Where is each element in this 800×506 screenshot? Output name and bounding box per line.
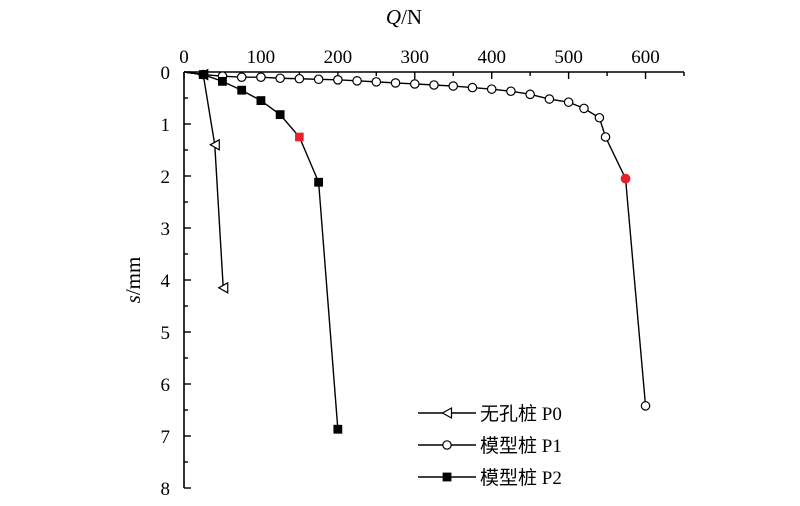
data-point <box>218 76 227 86</box>
data-point <box>217 281 229 294</box>
data-point <box>409 79 420 89</box>
data-point <box>448 81 459 91</box>
x-axis-title: Q/N <box>386 5 422 29</box>
legend-item-2: 模型桩 P2 <box>418 467 562 489</box>
data-point <box>467 82 478 93</box>
series-layer <box>183 68 651 434</box>
y-tick-label: 4 <box>161 271 171 292</box>
data-point <box>429 80 439 90</box>
data-point <box>256 96 266 105</box>
y-tick-label: 1 <box>161 115 171 136</box>
data-point <box>506 86 516 97</box>
series-0 <box>183 68 229 294</box>
series-line <box>183 71 224 288</box>
data-point <box>237 85 247 95</box>
legend-item-0: 无孔桩 P0 <box>418 403 562 425</box>
legend-marker <box>441 406 453 420</box>
series-2 <box>183 70 343 434</box>
series-line <box>183 71 339 430</box>
data-point <box>333 424 343 434</box>
data-point <box>275 110 285 120</box>
legend-label: 模型桩 P1 <box>480 435 562 457</box>
x-tick-label: 400 <box>477 47 506 68</box>
legend: 无孔桩 P0 模型桩 P1 模型桩 P2 <box>418 403 562 489</box>
series-line <box>183 71 647 406</box>
y-axis-title: s/mm <box>121 257 145 304</box>
data-point <box>579 103 589 114</box>
x-tick-label: 500 <box>554 47 583 68</box>
data-point <box>486 84 497 94</box>
data-point <box>544 94 555 104</box>
data-point-highlight <box>620 173 631 184</box>
data-point <box>209 138 220 151</box>
data-point <box>390 78 401 88</box>
data-point <box>525 89 535 100</box>
legend-label: 模型桩 P2 <box>480 467 562 489</box>
data-point <box>275 73 285 84</box>
data-point <box>314 177 324 187</box>
x-tick-label: 0 <box>179 47 189 68</box>
data-point <box>563 97 574 107</box>
data-point <box>198 70 208 79</box>
x-tick-label: 100 <box>247 47 276 68</box>
x-tick-label: 600 <box>631 47 660 68</box>
axes: 0 100 200 300 400 500 600 0 1 2 3 4 5 6 7 8 Q/N s/mm <box>121 5 685 500</box>
legend-label: 无孔桩 P0 <box>480 403 562 425</box>
x-tick-label: 200 <box>324 47 353 68</box>
data-point <box>371 77 382 87</box>
data-point <box>600 132 611 142</box>
legend-item-1: 模型桩 P1 <box>418 435 562 457</box>
data-point-highlight <box>295 132 304 142</box>
x-tick-label: 300 <box>401 47 430 68</box>
data-point <box>640 401 651 411</box>
data-point <box>294 73 305 84</box>
y-tick-label: 3 <box>161 219 171 240</box>
data-point <box>256 72 266 82</box>
data-point <box>352 76 362 86</box>
y-tick-label: 5 <box>161 323 171 344</box>
y-tick-label: 6 <box>161 375 171 396</box>
y-tick-label: 7 <box>161 427 171 448</box>
y-tick-label: 0 <box>161 63 171 84</box>
data-point <box>594 112 605 123</box>
data-point <box>333 75 343 85</box>
data-point <box>236 72 247 82</box>
data-point <box>313 74 324 85</box>
legend-marker <box>442 472 452 482</box>
series-1 <box>183 69 651 411</box>
legend-marker <box>442 440 452 450</box>
y-tick-label: 8 <box>161 479 171 500</box>
y-tick-label: 2 <box>161 167 171 188</box>
